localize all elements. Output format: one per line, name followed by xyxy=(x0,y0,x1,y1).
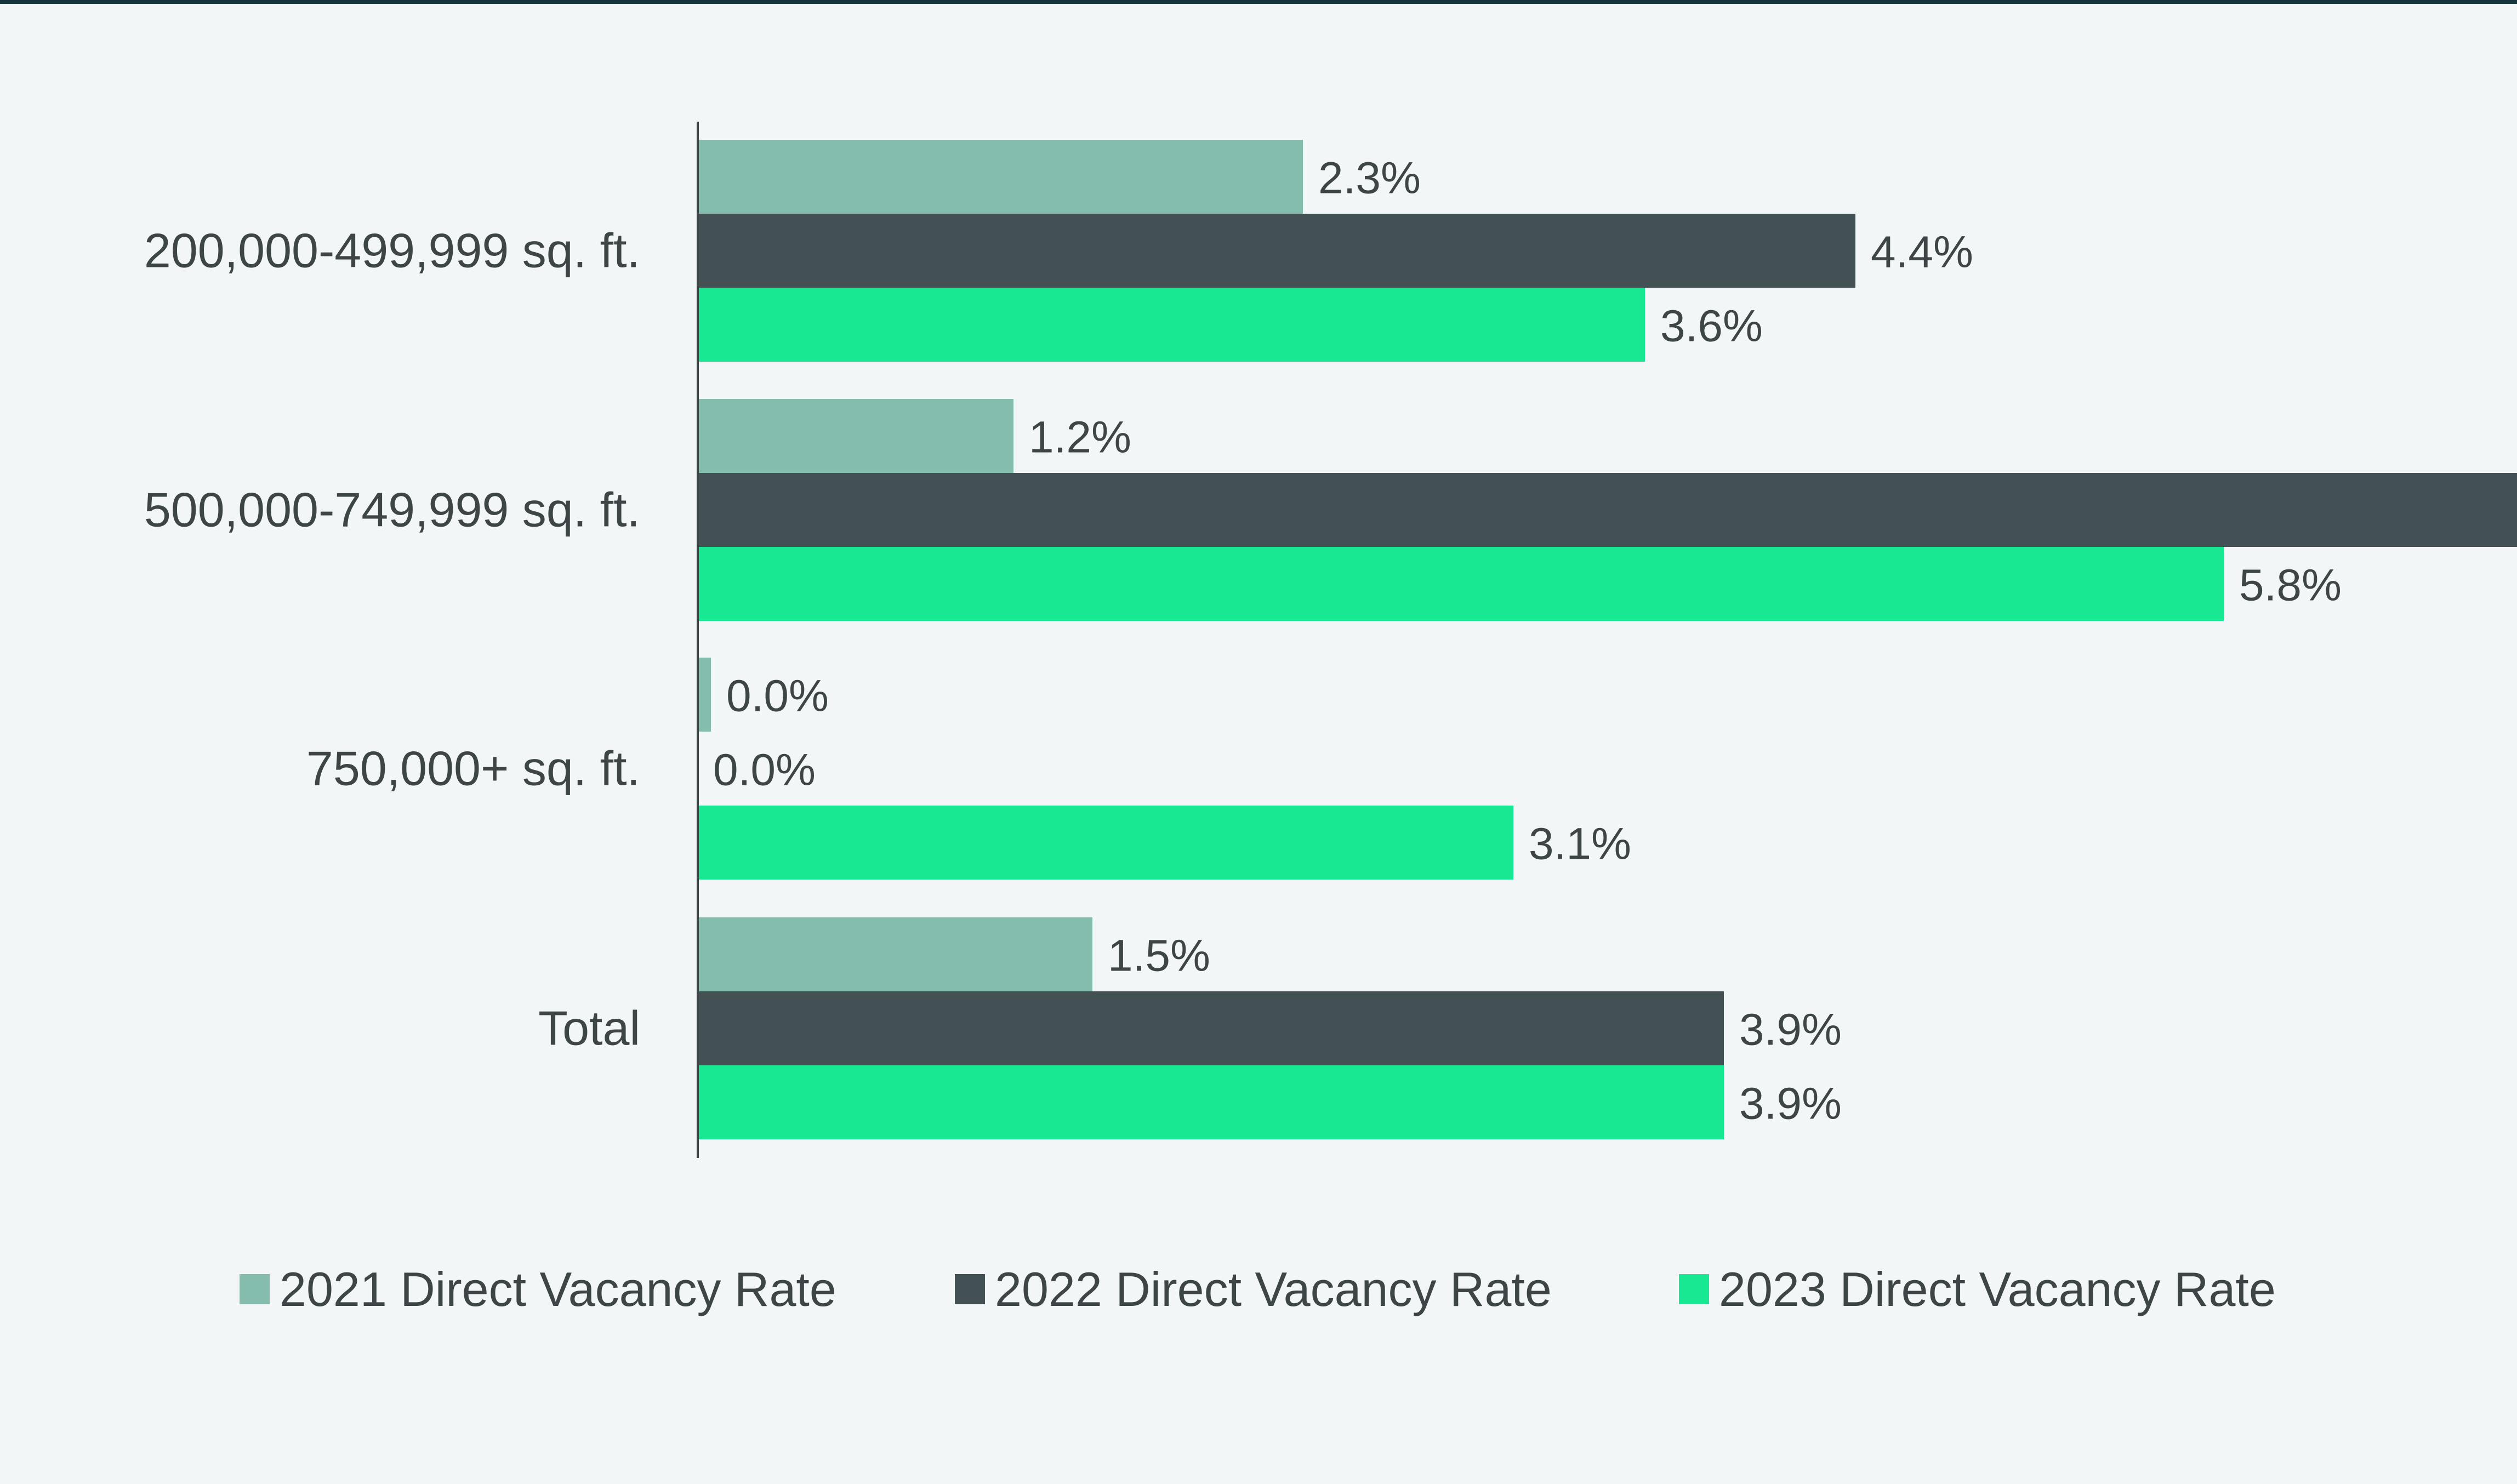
bar xyxy=(698,288,1645,362)
bar xyxy=(698,547,2224,621)
bar xyxy=(698,991,1724,1065)
top-rule xyxy=(0,0,2517,4)
data-label: 5.8% xyxy=(2239,561,2342,610)
data-label: 3.9% xyxy=(1739,1079,1842,1129)
legend: 2021 Direct Vacancy Rate 2022 Direct Vaca… xyxy=(240,1262,2276,1316)
category-label: 200,000-499,999 sq. ft. xyxy=(144,224,640,278)
data-label: 3.6% xyxy=(1660,301,1763,351)
legend-label: 2022 Direct Vacancy Rate xyxy=(995,1262,1552,1316)
data-label: 0.0% xyxy=(726,671,829,721)
data-label: 0.0% xyxy=(713,745,816,795)
bar xyxy=(698,140,1303,214)
bar xyxy=(698,473,2517,547)
category-label: 500,000-749,999 sq. ft. xyxy=(144,483,640,537)
bars-layer xyxy=(698,140,2517,1139)
data-label: 4.4% xyxy=(1871,227,1973,277)
labels-layer: 200,000-499,999 sq. ft. 500,000-749,999 s… xyxy=(144,122,2342,1158)
bar xyxy=(698,399,1013,473)
bar xyxy=(698,214,1855,288)
data-label: 3.9% xyxy=(1739,1005,1842,1055)
legend-label: 2021 Direct Vacancy Rate xyxy=(280,1262,836,1316)
bar xyxy=(698,917,1092,991)
legend-swatch xyxy=(240,1274,270,1304)
data-label: 1.2% xyxy=(1029,413,1131,463)
category-label: 750,000+ sq. ft. xyxy=(306,741,640,796)
legend-swatch xyxy=(955,1274,985,1304)
legend-swatch xyxy=(1679,1274,1709,1304)
data-label: 2.3% xyxy=(1318,153,1421,203)
category-label: Total xyxy=(538,1001,640,1055)
bar xyxy=(698,658,711,732)
legend-label: 2023 Direct Vacancy Rate xyxy=(1719,1262,2276,1316)
data-label: 3.1% xyxy=(1529,819,1631,869)
bar xyxy=(698,806,1513,880)
data-label: 1.5% xyxy=(1108,931,1210,981)
bar xyxy=(698,1065,1724,1139)
